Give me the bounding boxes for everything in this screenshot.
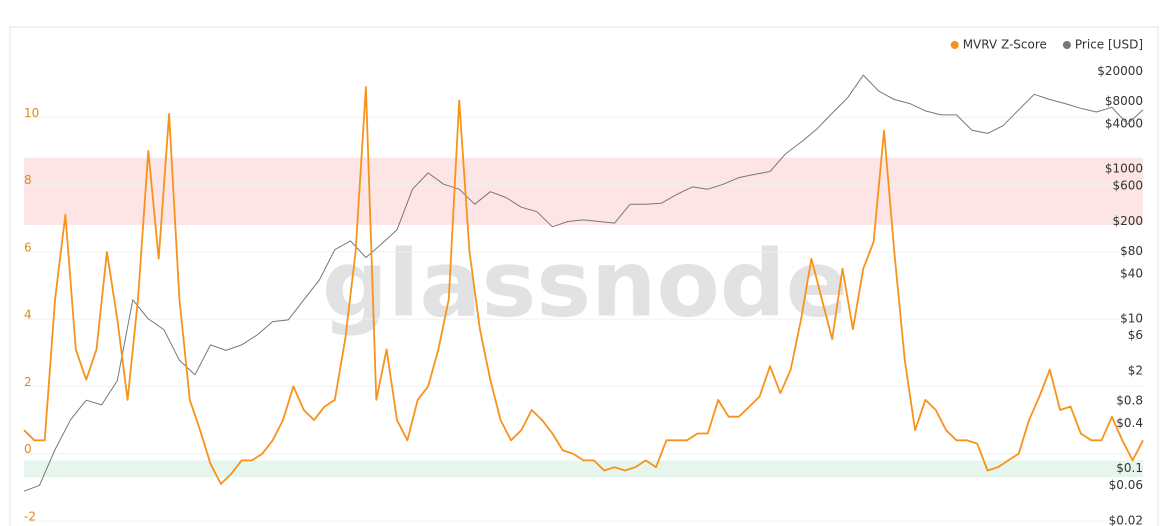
legend-swatch [950,41,959,49]
y2-tick-label: $6 [1128,328,1143,342]
y2-tick-label: $0.06 [1109,478,1143,492]
legend-label: MVRV Z-Score [963,38,1047,52]
series-line [23,86,1144,485]
watermark: glassnode [322,230,848,337]
legend-label: Price [USD] [1075,38,1143,52]
zone-band [24,157,1143,225]
y2-tick-label: $0.4 [1116,416,1143,430]
legend-swatch [1062,41,1071,49]
y2-tick-label: $0.1 [1116,461,1143,475]
y2-tick-label: $40 [1120,266,1143,280]
y-tick-label: 4 [24,308,32,322]
y2-tick-label: $20000 [1097,64,1143,78]
series-line [23,74,1144,492]
bands [24,157,1143,478]
chart-frame [9,26,1159,526]
y-tick-label: 10 [24,106,39,120]
y2-tick-label: $0.02 [1109,514,1143,526]
zone-band [24,460,1143,478]
y-tick-label: 0 [24,442,32,456]
y-tick-label: -2 [24,510,36,524]
y2-tick-label: $2 [1128,364,1143,378]
y2-tick-label: $4000 [1105,117,1143,131]
y2-tick-label: $8000 [1105,94,1143,108]
y2-tick-label: $200 [1112,214,1143,228]
y-tick-label: 8 [24,173,32,187]
y2-tick-label: $0.8 [1116,394,1143,408]
y-tick-label: 6 [24,240,32,254]
y2-tick-label: $1000 [1105,162,1143,176]
y2-tick-label: $10 [1120,311,1143,325]
y-tick-label: 2 [24,375,32,389]
y2-tick-label: $80 [1120,244,1143,258]
y2-tick-label: $600 [1112,178,1143,192]
